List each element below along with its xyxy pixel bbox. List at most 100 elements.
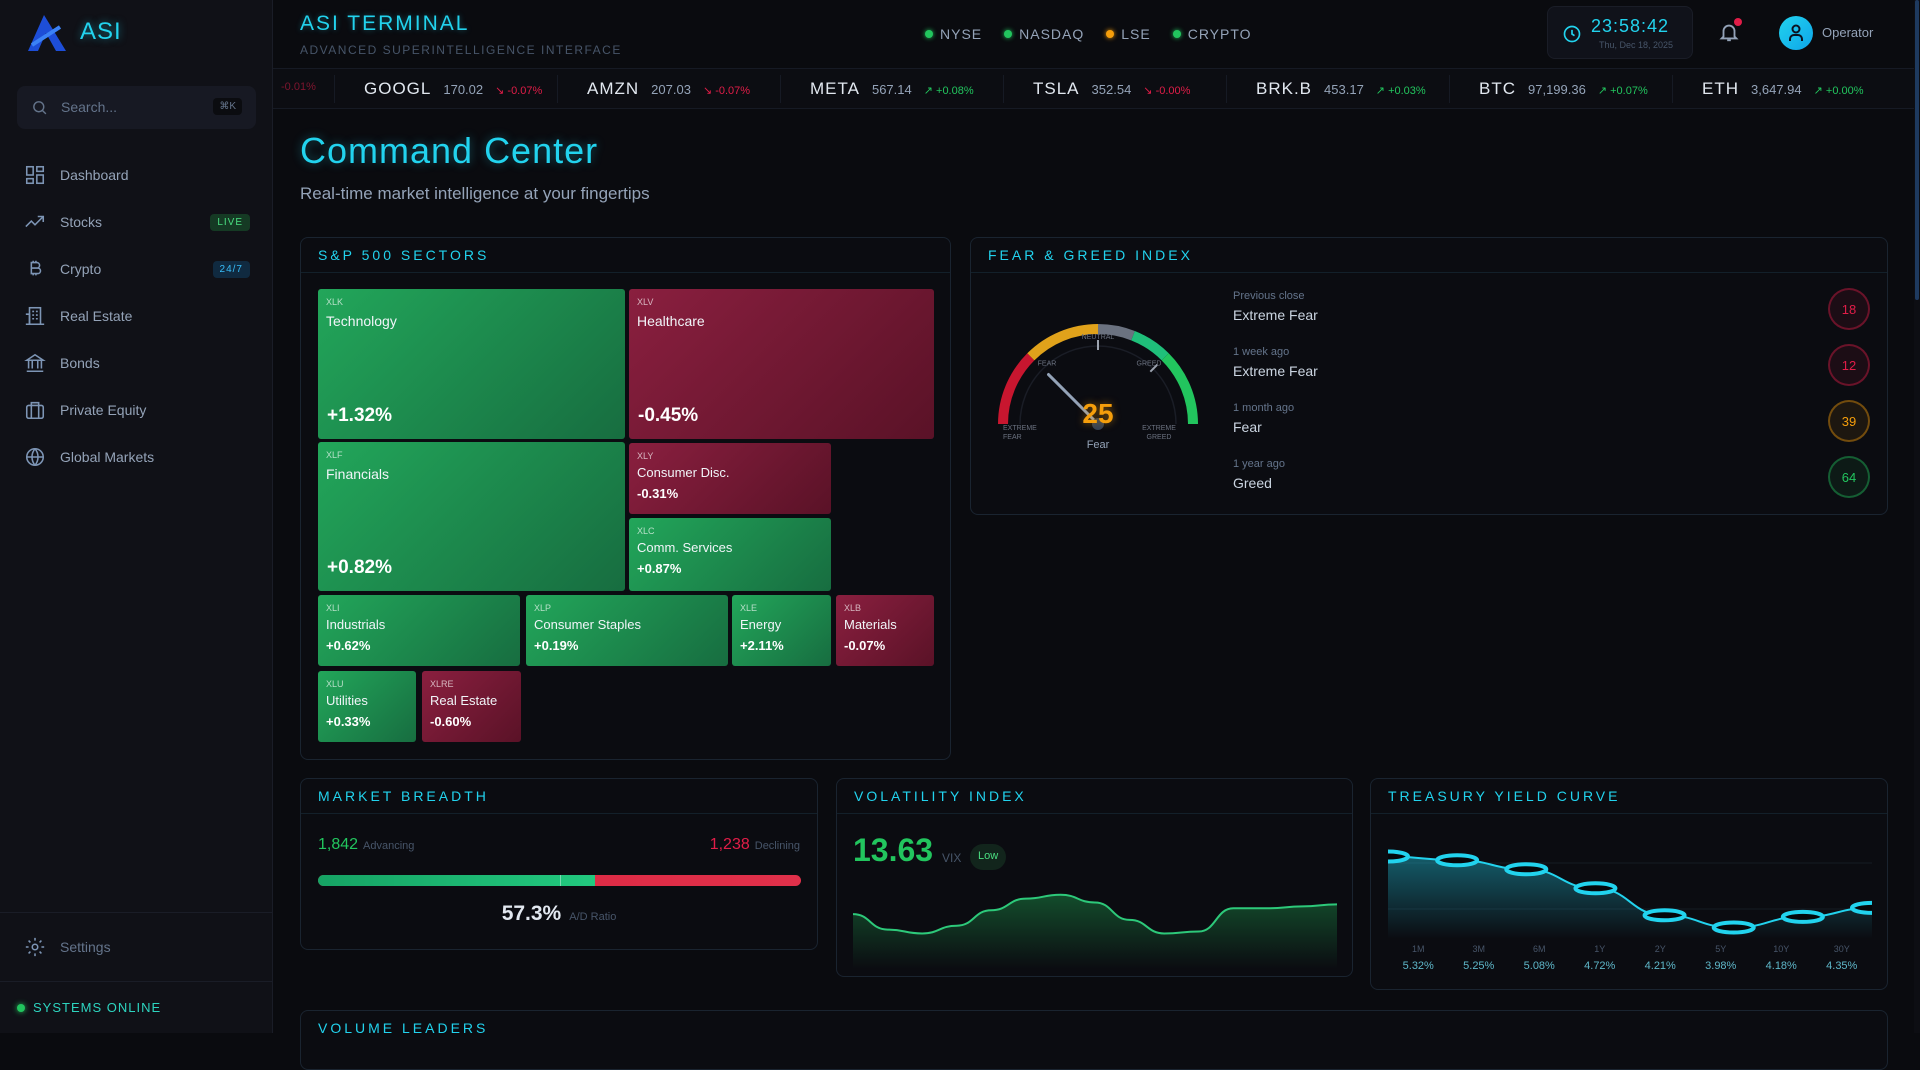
trend-up-icon: ↗ bbox=[1375, 85, 1386, 97]
ticker-symbol: AMZN bbox=[587, 79, 640, 98]
panel-title: FEAR & GREED INDEX bbox=[988, 247, 1193, 263]
ticker-item[interactable]: TSLA 352.54 ↘ -0.00% bbox=[1033, 79, 1190, 99]
ticker-separator bbox=[1672, 75, 1673, 103]
divider bbox=[0, 912, 273, 913]
ticker-change: ↘ -0.00% bbox=[1143, 84, 1190, 97]
sector-tile-xlk[interactable]: XLK Technology +1.32% bbox=[318, 289, 625, 439]
status-dot-icon bbox=[17, 1003, 25, 1012]
ticker-change: ↗ +0.00% bbox=[1814, 84, 1864, 97]
sidebar-item-crypto[interactable]: Crypto 24/7 bbox=[24, 251, 250, 287]
dashboard-grid-icon bbox=[25, 165, 45, 185]
ticker-change-value: +0.08% bbox=[936, 85, 974, 97]
avatar[interactable] bbox=[1779, 16, 1813, 50]
vix-level-badge: Low bbox=[970, 844, 1007, 870]
trend-down-icon: ↘ bbox=[1143, 85, 1153, 97]
sector-tile-xle[interactable]: XLE Energy +2.11% bbox=[732, 595, 831, 666]
settings-label: Settings bbox=[60, 939, 111, 955]
history-label: Extreme Fear bbox=[1233, 307, 1318, 323]
advancing-count: 1,842 Advancing bbox=[318, 836, 414, 854]
sidebar-item-bonds[interactable]: Bonds bbox=[24, 345, 250, 381]
yield-point-10Y[interactable] bbox=[1780, 909, 1825, 924]
yield-point-1Y[interactable] bbox=[1573, 881, 1618, 896]
search-input[interactable]: Search... ⌘K bbox=[17, 86, 256, 129]
yield-point-1M[interactable] bbox=[1388, 849, 1410, 864]
declining-value: 1,238 bbox=[709, 836, 750, 853]
clock-icon bbox=[1563, 25, 1581, 43]
sector-tile-xlb[interactable]: XLB Materials -0.07% bbox=[836, 595, 934, 666]
sector-ticker: XLB bbox=[844, 603, 862, 613]
scrollbar-thumb[interactable] bbox=[1915, 0, 1919, 300]
market-status-nyse: NYSE bbox=[925, 26, 982, 42]
sector-tile-xly[interactable]: XLY Consumer Disc. -0.31% bbox=[629, 443, 831, 514]
market-breadth-panel: MARKET BREADTH 1,842 Advancing 1,238 Dec… bbox=[300, 778, 818, 950]
ticker-item[interactable]: ETH 3,647.94 ↗ +0.00% bbox=[1702, 79, 1864, 99]
sector-name: Utilities bbox=[326, 693, 368, 708]
scrollbar[interactable] bbox=[1914, 0, 1920, 1033]
sector-ticker: XLK bbox=[326, 297, 344, 307]
sector-ticker: XLY bbox=[637, 451, 654, 461]
asi-logo-icon bbox=[28, 15, 66, 51]
ticker-change: ↘ -0.07% bbox=[495, 84, 542, 97]
user-icon bbox=[1789, 24, 1803, 41]
sidebar-item-stocks[interactable]: Stocks LIVE bbox=[24, 204, 250, 240]
notifications-button[interactable] bbox=[1718, 18, 1742, 46]
gauge-fear-segment bbox=[1027, 324, 1099, 361]
ticker-symbol: ETH bbox=[1702, 79, 1739, 98]
fear-greed-panel: FEAR & GREED INDEX NEUTRAL FEAR GREED EXTRE… bbox=[970, 237, 1888, 515]
sector-tile-xlf[interactable]: XLF Financials +0.82% bbox=[318, 442, 625, 591]
search-icon bbox=[33, 101, 47, 115]
gauge-zone-label: NEUTRAL bbox=[1082, 334, 1115, 341]
sector-name: Energy bbox=[740, 617, 782, 632]
user-name[interactable]: Operator bbox=[1822, 25, 1874, 40]
ticker-item[interactable]: BTC 97,199.36 ↗ +0.07% bbox=[1479, 79, 1648, 99]
ticker-item[interactable]: AMZN 207.03 ↘ -0.07% bbox=[587, 79, 750, 99]
ticker-item[interactable]: BRK.B 453.17 ↗ +0.03% bbox=[1256, 79, 1426, 99]
declining-label: Declining bbox=[754, 840, 800, 852]
ticker-item[interactable]: GOOGL 170.02 ↘ -0.07% bbox=[364, 79, 542, 99]
sidebar-badge: LIVE bbox=[210, 213, 250, 231]
yield-point-2Y[interactable] bbox=[1642, 908, 1687, 923]
yield-tenor: 30Y bbox=[1833, 944, 1850, 954]
volatility-panel: VOLATILITY INDEX 13.63 VIX Low bbox=[836, 778, 1353, 977]
yield-point-30Y[interactable] bbox=[1850, 900, 1872, 915]
yield-curve-chart bbox=[1388, 849, 1872, 939]
yield-curve-labels: 1M 5.32% 3M 5.25% 6M 5.08% 1Y 4.72% 2Y 4.21% 5Y 3.9… bbox=[1388, 944, 1872, 972]
sector-tile-xli[interactable]: XLI Industrials +0.62% bbox=[318, 595, 520, 666]
sidebar-item-global-markets[interactable]: Global Markets bbox=[24, 439, 250, 475]
sector-change: +0.62% bbox=[326, 638, 371, 653]
sector-name: Industrials bbox=[326, 617, 386, 632]
ticker-change-value: +0.07% bbox=[1610, 85, 1648, 97]
ticker-symbol: TSLA bbox=[1033, 79, 1080, 98]
search-placeholder: Search... bbox=[61, 99, 118, 115]
sector-tile-xlre[interactable]: XLRE Real Estate -0.60% bbox=[422, 671, 521, 742]
sidebar-item-settings[interactable]: Settings bbox=[24, 929, 250, 965]
sector-ticker: XLU bbox=[326, 679, 344, 689]
yield-tenor: 1Y bbox=[1594, 944, 1606, 954]
ticker-price: 97,199.36 bbox=[1528, 82, 1586, 97]
yield-point-5Y[interactable] bbox=[1711, 920, 1756, 935]
yield-value: 5.08% bbox=[1523, 960, 1555, 972]
yield-tenor: 1M bbox=[1411, 944, 1425, 954]
sector-tile-xlv[interactable]: XLV Healthcare -0.45% bbox=[629, 289, 934, 439]
status-dot-icon bbox=[1106, 30, 1115, 38]
sidebar-item-private-equity[interactable]: Private Equity bbox=[24, 392, 250, 428]
vix-sparkline bbox=[853, 893, 1337, 969]
sector-tile-xlu[interactable]: XLU Utilities +0.33% bbox=[318, 671, 416, 742]
sidebar-item-real-estate[interactable]: Real Estate bbox=[24, 298, 250, 334]
sector-name: Real Estate bbox=[430, 693, 498, 708]
vix-unit: VIX bbox=[942, 851, 962, 865]
sector-ticker: XLP bbox=[534, 603, 552, 613]
yield-point-3M[interactable] bbox=[1435, 853, 1480, 868]
sidebar-badge: 24/7 bbox=[212, 260, 250, 278]
sidebar: ASI Search... ⌘K Dashboard Stocks LIVE Cryp… bbox=[0, 0, 273, 1033]
sector-tile-xlc[interactable]: XLC Comm. Services +0.87% bbox=[629, 518, 831, 591]
sector-tile-xlp[interactable]: XLP Consumer Staples +0.19% bbox=[526, 595, 728, 666]
gauge-zone-label: EXTREME bbox=[1003, 425, 1037, 432]
app-subtitle: ADVANCED SUPERINTELLIGENCE INTERFACE bbox=[300, 43, 622, 57]
yield-point-6M[interactable] bbox=[1504, 862, 1549, 877]
divider bbox=[837, 813, 1352, 814]
advancing-value: 1,842 bbox=[318, 836, 359, 853]
sidebar-item-dashboard[interactable]: Dashboard bbox=[24, 157, 250, 193]
sidebar-item-label: Bonds bbox=[60, 355, 100, 371]
ticker-item[interactable]: META 567.14 ↗ +0.08% bbox=[810, 79, 974, 99]
